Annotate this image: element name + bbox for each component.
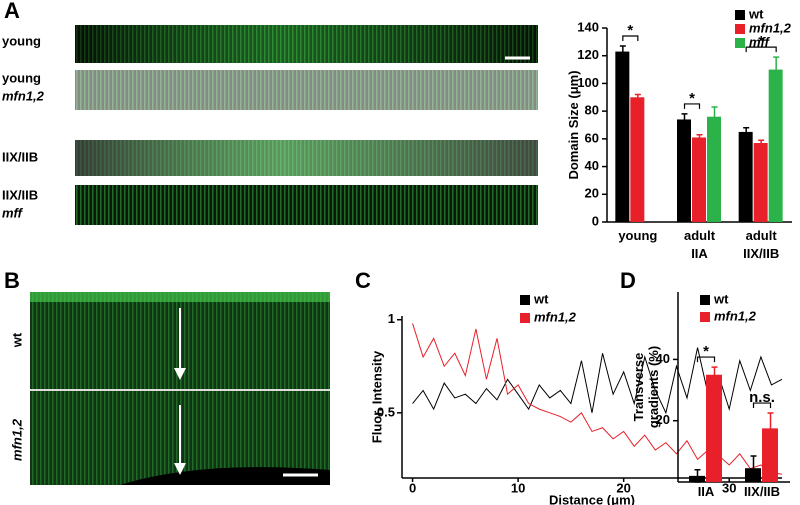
image-label: young [2,70,41,85]
legend-label: mfn1,2 [534,309,577,324]
y-tick-label: 80 [585,103,599,118]
y-axis-label: Transversegradients (%) [631,346,661,428]
y-axis-label: Fluor. Intensity [369,350,384,443]
x-tick-label: adult IIX/IIB [743,228,779,261]
error-bar [696,133,703,141]
legend-swatch [700,295,710,305]
x-tick-label: 20 [616,480,630,495]
y-tick-label: 1 [388,311,395,326]
error-bar [634,93,641,101]
legend-label: wt [533,291,549,306]
bar [707,116,721,222]
image-label: young [2,33,41,48]
significance-bracket [752,402,772,409]
y-tick-label: 0.5 [377,404,395,419]
image-label: wt [9,332,24,348]
x-tick-label: adult IIA [684,228,716,261]
y-axis-label: Domain Size (μm) [566,70,581,179]
x-tick-label: 0 [409,480,416,495]
panel-b-image [30,292,330,485]
error-bar [711,106,718,128]
legend-swatch [735,24,745,34]
legend-swatch [520,295,530,305]
line [412,347,783,415]
y-tick-label: 100 [577,75,599,90]
y-tick-label: 40 [656,351,670,366]
legend-label: mfn1,2 [714,308,757,323]
annotation: * [627,22,633,39]
image-label: IIX/IIB [2,187,38,202]
legend-label: wt [748,6,764,21]
x-tick-label: 10 [511,480,525,495]
panel-label: A [4,0,20,23]
bar [768,69,783,222]
error-bar [743,127,750,137]
bar [630,97,645,222]
image-label: IIX/IIB [2,149,38,164]
bar [738,131,753,222]
y-tick-label: 60 [585,130,599,145]
line [412,323,783,475]
significance-bracket [622,35,639,42]
annotation: * [758,33,764,50]
error-bar [711,366,718,384]
significance-bracket [683,103,701,109]
x-tick-label: young [618,228,657,243]
bar [762,428,778,482]
bar [692,137,706,222]
bar [753,143,768,222]
panel-label: B [4,268,20,293]
error-bar [694,468,701,483]
panel-label: C [355,268,371,293]
error-bar [681,113,688,126]
error-bar [758,139,765,147]
error-bar [750,455,757,482]
image-sublabel: mff [2,205,24,220]
legend-swatch [520,313,530,323]
annotation: * [689,90,695,107]
y-tick-label: 20 [656,412,670,427]
error-bar [767,412,774,445]
y-tick-label: 40 [585,158,599,173]
y-tick-label: 140 [577,19,599,34]
significance-bracket [745,46,777,53]
legend-swatch [735,10,745,20]
bar [706,374,722,482]
x-tick-label: 30 [722,480,736,495]
annotation: n.s. [749,389,775,406]
legend-label: mff [749,34,771,49]
annotation: * [703,343,709,360]
x-tick-label: IIX/IIB [744,484,780,499]
panel-label: D [620,268,636,293]
image-label: mfn1,2 [9,418,24,461]
bar [677,119,691,222]
significance-bracket [696,356,716,363]
image-sublabel: mfn1,2 [2,88,45,103]
legend-label: mfn1,2 [749,20,792,35]
y-tick-label: 20 [585,186,599,201]
error-bar [619,45,626,58]
legend-swatch [700,312,710,322]
y-tick-label: 0 [592,213,599,228]
y-tick-label: 120 [577,47,599,62]
error-bar [773,56,780,83]
bar [615,51,630,222]
legend-label: wt [713,291,729,306]
image-strips [75,25,538,225]
legend-swatch [735,38,745,48]
x-tick-label: IIA [698,484,715,499]
x-axis-label: Distance (μm) [549,492,635,505]
